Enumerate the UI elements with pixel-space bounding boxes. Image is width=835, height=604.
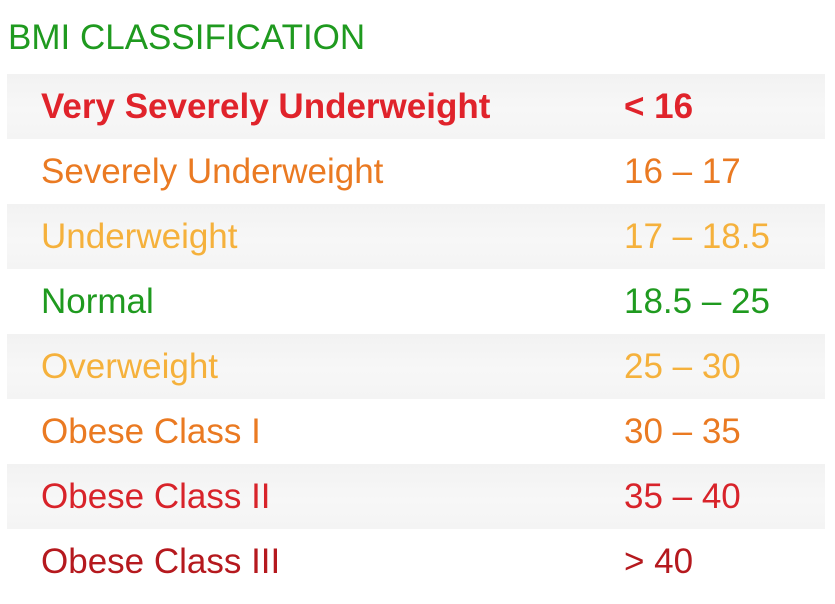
bmi-range: 30 – 35 [624,412,741,451]
table-row: Obese Class II 35 – 40 [7,464,825,529]
bmi-range: > 40 [624,542,694,581]
bmi-range: 25 – 30 [624,347,741,386]
table-row: Obese Class I 30 – 35 [7,399,825,464]
page-title: BMI CLASSIFICATION [8,18,366,57]
bmi-classification-table: Very Severely Underweight < 16 Severely … [7,74,825,594]
category-label: Obese Class III [41,542,281,581]
table-row: Very Severely Underweight < 16 [7,74,825,139]
table-row: Underweight 17 – 18.5 [7,204,825,269]
category-label: Severely Underweight [41,152,384,191]
category-label: Obese Class I [41,412,261,451]
table-row: Severely Underweight 16 – 17 [7,139,825,204]
category-label: Obese Class II [41,477,271,516]
category-label: Underweight [41,217,238,256]
category-label: Overweight [41,347,219,386]
bmi-range: < 16 [624,87,694,126]
category-label: Normal [41,282,154,321]
bmi-range: 17 – 18.5 [624,217,770,256]
table-row: Normal 18.5 – 25 [7,269,825,334]
bmi-range: 18.5 – 25 [624,282,770,321]
table-row: Obese Class III > 40 [7,529,825,594]
bmi-range: 16 – 17 [624,152,741,191]
category-label: Very Severely Underweight [41,87,491,126]
bmi-range: 35 – 40 [624,477,741,516]
table-row: Overweight 25 – 30 [7,334,825,399]
